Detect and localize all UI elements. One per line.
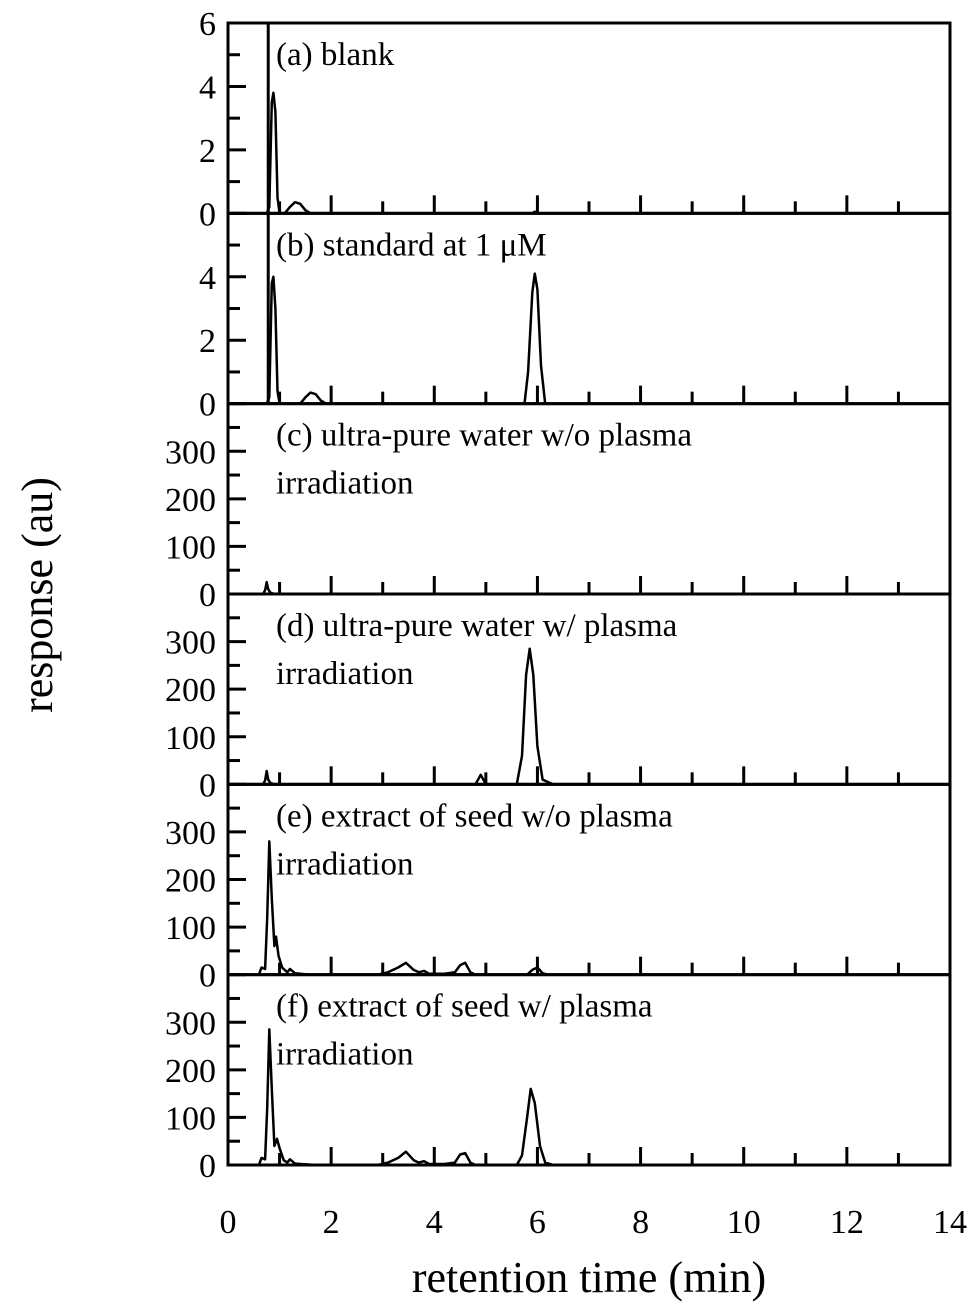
y-tick-label: 300	[165, 625, 216, 662]
y-tick-label: 4	[199, 260, 216, 297]
y-tick-label: 100	[165, 910, 216, 947]
panel-label: (a) blank	[276, 37, 395, 73]
y-tick-label: 0	[199, 577, 216, 614]
y-tick-label: 200	[165, 672, 216, 709]
y-tick-label: 0	[199, 1148, 216, 1185]
x-tick-label: 6	[529, 1204, 546, 1241]
y-tick-label: 200	[165, 863, 216, 900]
y-tick-label: 2	[199, 323, 216, 360]
y-tick-label: 200	[165, 1053, 216, 1090]
panel-label: irradiation	[276, 656, 413, 692]
panel-b: 0 2 4 (b) standard at 1 μM	[199, 211, 952, 424]
panels-group: 0 2 4 6 (a) blank 0 2 4 (b) standard at 1 μM 0 100…	[165, 6, 952, 1185]
y-axis-title: response (au)	[13, 477, 62, 713]
y-tick-label: 300	[165, 815, 216, 852]
panel-label: (e) extract of seed w/o plasma	[276, 798, 673, 834]
y-tick-label: 0	[199, 958, 216, 995]
panel-label: irradiation	[276, 1037, 413, 1073]
trace-a	[228, 91, 950, 215]
panel-label: irradiation	[276, 466, 413, 502]
y-tick-label: 0	[199, 387, 216, 424]
panel-a: 0 2 4 6 (a) blank	[199, 6, 952, 233]
panel-f: 0 100 200 300 (f) extract of seed w/ plasma i…	[165, 973, 952, 1185]
y-tick-label: 2	[199, 133, 216, 170]
trace-f	[228, 1028, 950, 1167]
panel-label: (d) ultra-pure water w/ plasma	[276, 608, 678, 644]
y-tick-label: 100	[165, 1100, 216, 1137]
x-tick-label: 8	[632, 1204, 649, 1241]
y-tick-label: 4	[199, 69, 216, 106]
y-tick-label: 100	[165, 720, 216, 757]
y-tick-label: 200	[165, 482, 216, 519]
y-tick-label: 100	[165, 529, 216, 566]
y-tick-label: 0	[199, 767, 216, 804]
panel-label: (c) ultra-pure water w/o plasma	[276, 418, 692, 454]
panel-d: 0 100 200 300 (d) ultra-pure water w/ plasma…	[165, 592, 952, 804]
panel-label: (b) standard at 1 μM	[276, 227, 547, 263]
x-tick-label: 14	[933, 1204, 967, 1241]
x-tick-label: 0	[220, 1204, 237, 1241]
x-axis-title: retention time (min)	[412, 1253, 766, 1302]
y-tick-label: 6	[199, 6, 216, 43]
x-tick-label: 4	[426, 1204, 443, 1241]
panel-c: 0 100 200 300 (c) ultra-pure water w/o plasm…	[165, 402, 952, 614]
y-tick-label: 300	[165, 434, 216, 471]
trace-b	[228, 272, 950, 405]
x-tick-label: 10	[727, 1204, 761, 1241]
y-tick-label: 300	[165, 1005, 216, 1042]
panel-label: (f) extract of seed w/ plasma	[276, 989, 653, 1025]
x-tick-label: 12	[830, 1204, 864, 1241]
panel-label: irradiation	[276, 846, 413, 882]
y-tick-label: 0	[199, 196, 216, 233]
x-axis: 0 2 4 6 8 10 12 14	[220, 1204, 968, 1241]
panel-e: 0 100 200 300 (e) extract of seed w/o plasma…	[165, 782, 952, 995]
x-tick-label: 2	[323, 1204, 340, 1241]
